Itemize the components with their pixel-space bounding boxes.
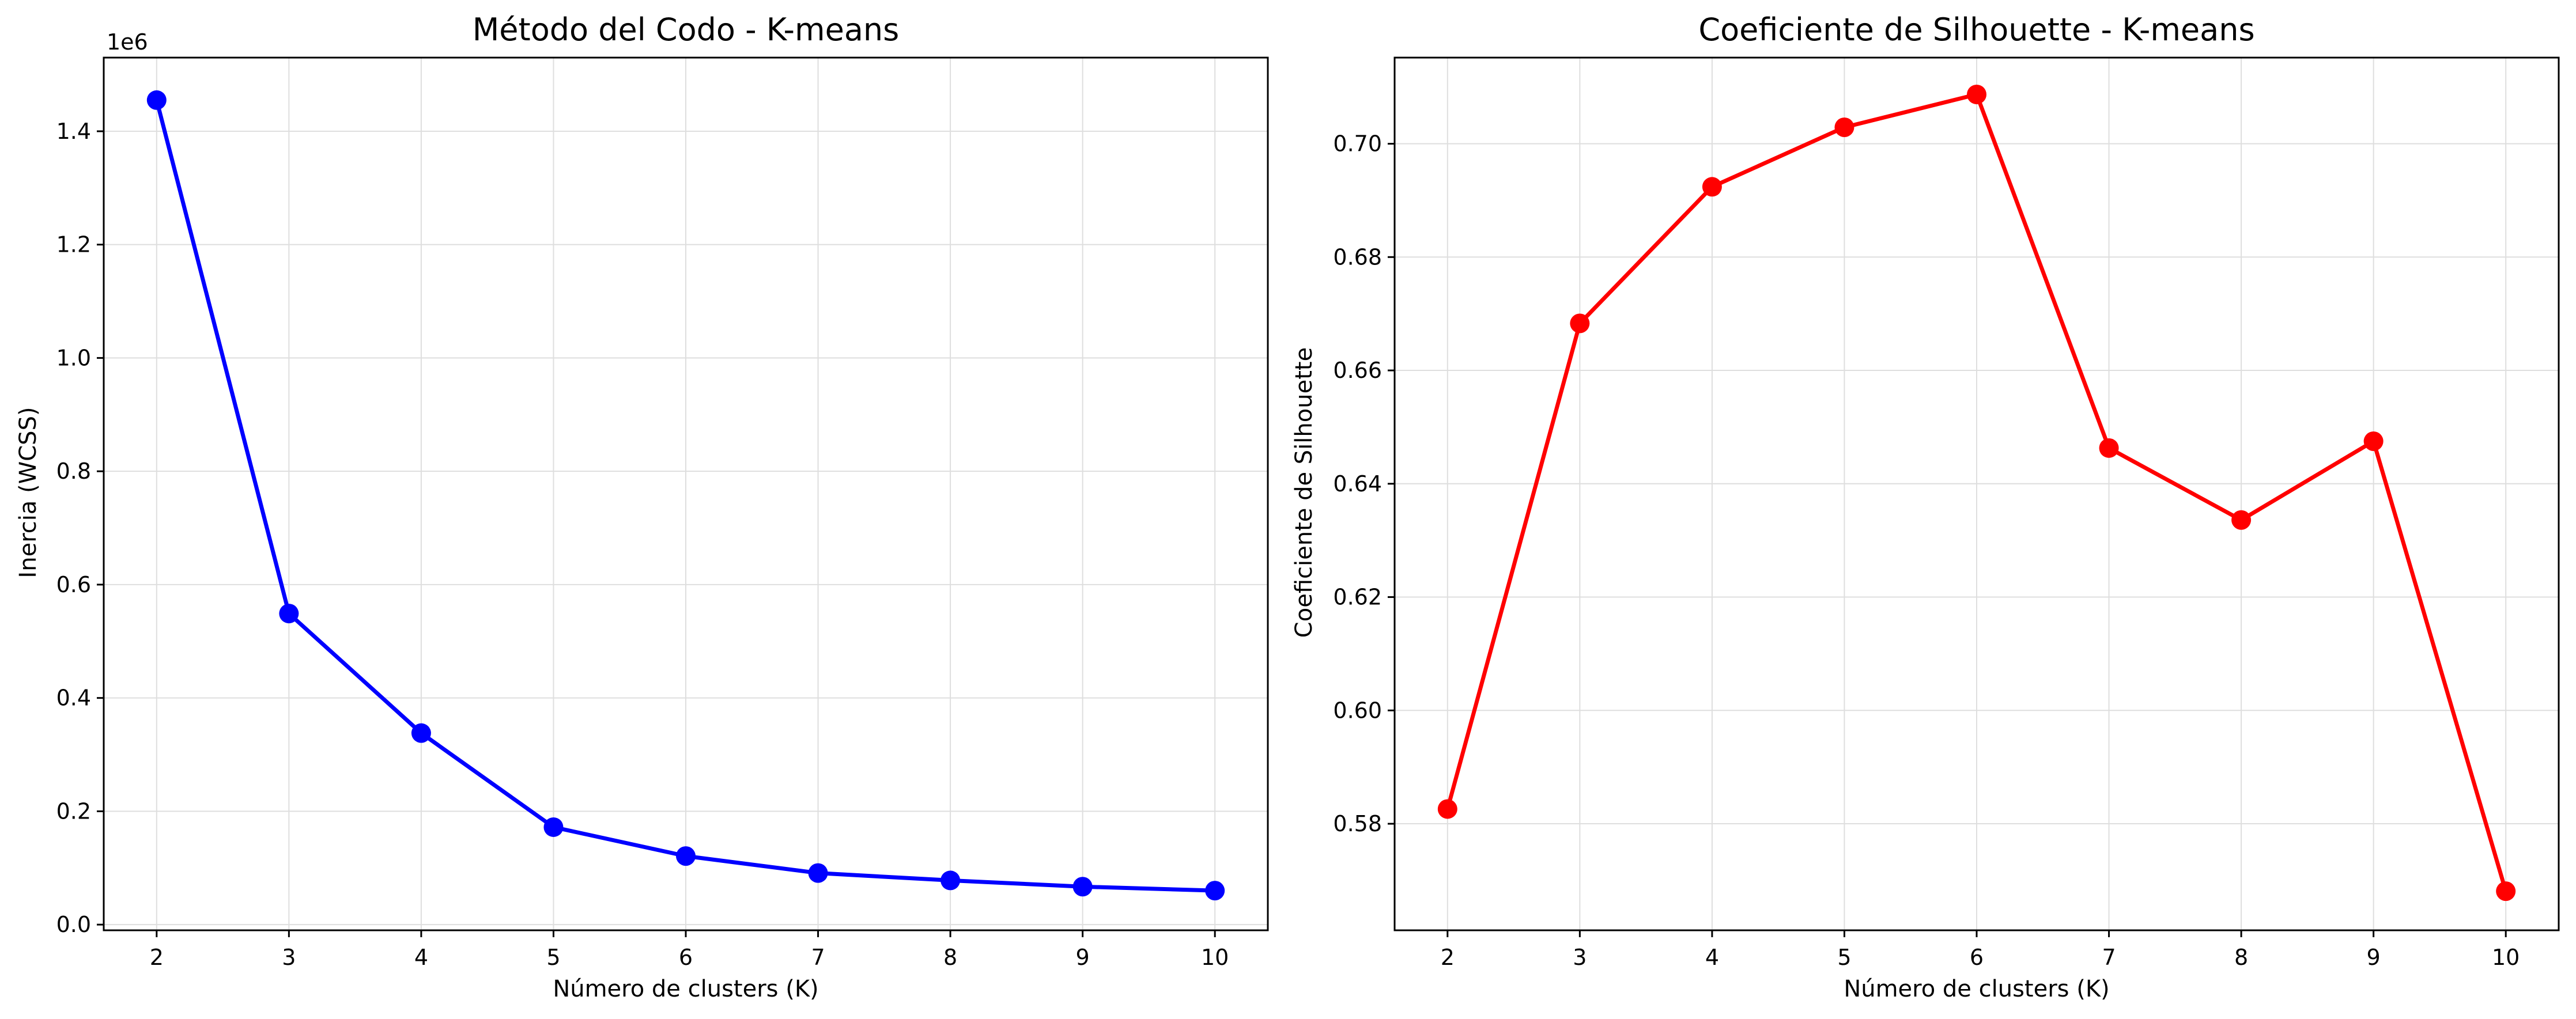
- y-tick-label: 0.68: [1333, 244, 1382, 270]
- y-tick-label: 0.62: [1333, 585, 1382, 610]
- y-axis-label: Coeficiente de Silhouette: [1291, 347, 1317, 638]
- x-tick-label: 9: [2367, 945, 2381, 970]
- y-tick-label: 1.4: [56, 119, 91, 144]
- x-tick-label: 7: [2102, 945, 2116, 970]
- data-point: [1437, 799, 1457, 819]
- x-tick-label: 10: [1201, 945, 1229, 970]
- y-tick-label: 1.0: [56, 345, 91, 370]
- x-tick-label: 8: [2234, 945, 2248, 970]
- data-point: [1834, 118, 1854, 138]
- data-point: [411, 723, 431, 743]
- y-tick-label: 0.64: [1333, 471, 1382, 497]
- y-tick-label: 0.2: [56, 798, 91, 824]
- y-tick-label: 0.0: [56, 912, 91, 937]
- y-tick-label: 0.4: [56, 685, 91, 711]
- data-point: [279, 604, 299, 624]
- x-tick-label: 2: [150, 945, 164, 970]
- data-point: [146, 90, 167, 110]
- data-point: [1072, 877, 1093, 897]
- elbow-chart: Método del Codo - K-means 1e6 Número de …: [15, 12, 1269, 1002]
- data-point: [2231, 510, 2252, 530]
- chart-title: Coeficiente de Silhouette - K-means: [1698, 12, 2254, 48]
- x-axis-label: Número de clusters (K): [1844, 976, 2109, 1002]
- x-tick-label: 6: [679, 945, 693, 970]
- y-tick-label: 0.6: [56, 572, 91, 597]
- plot-frame: [1393, 56, 2560, 931]
- x-tick-label: 6: [1970, 945, 1984, 970]
- y-tick-label: 0.58: [1333, 811, 1382, 836]
- plot-frame: [103, 56, 1269, 931]
- x-axis-label: Número de clusters (K): [553, 976, 818, 1002]
- data-point: [676, 846, 696, 866]
- y-tick-label: 0.70: [1333, 131, 1382, 157]
- y-tick-label: 0.60: [1333, 698, 1382, 723]
- y-axis-label: Inercia (WCSS): [15, 407, 41, 578]
- data-point: [1570, 313, 1590, 334]
- data-point: [2496, 881, 2516, 901]
- y-tick-label: 1.2: [56, 232, 91, 257]
- chart-title: Método del Codo - K-means: [473, 12, 900, 48]
- data-point: [1702, 177, 1722, 197]
- y-tick-label: 0.66: [1333, 358, 1382, 383]
- x-tick-label: 4: [414, 945, 428, 970]
- y-offset-label: 1e6: [107, 29, 148, 55]
- x-tick-label: 8: [943, 945, 957, 970]
- x-tick-label: 3: [1573, 945, 1587, 970]
- x-tick-label: 3: [282, 945, 296, 970]
- data-point: [543, 817, 564, 837]
- x-tick-label: 5: [1837, 945, 1851, 970]
- y-tick-label: 0.8: [56, 459, 91, 484]
- x-tick-label: 4: [1705, 945, 1719, 970]
- data-point: [1967, 84, 1986, 104]
- data-point: [1205, 881, 1225, 901]
- data-point: [808, 863, 828, 883]
- x-tick-label: 2: [1441, 945, 1455, 970]
- x-tick-label: 9: [1076, 945, 1090, 970]
- x-tick-label: 5: [546, 945, 560, 970]
- data-point: [2099, 438, 2119, 458]
- data-point: [940, 870, 961, 891]
- x-tick-label: 10: [2492, 945, 2520, 970]
- data-point: [2363, 431, 2384, 452]
- x-tick-label: 7: [811, 945, 825, 970]
- silhouette-chart: Coeficiente de Silhouette - K-means Núme…: [1291, 12, 2560, 1002]
